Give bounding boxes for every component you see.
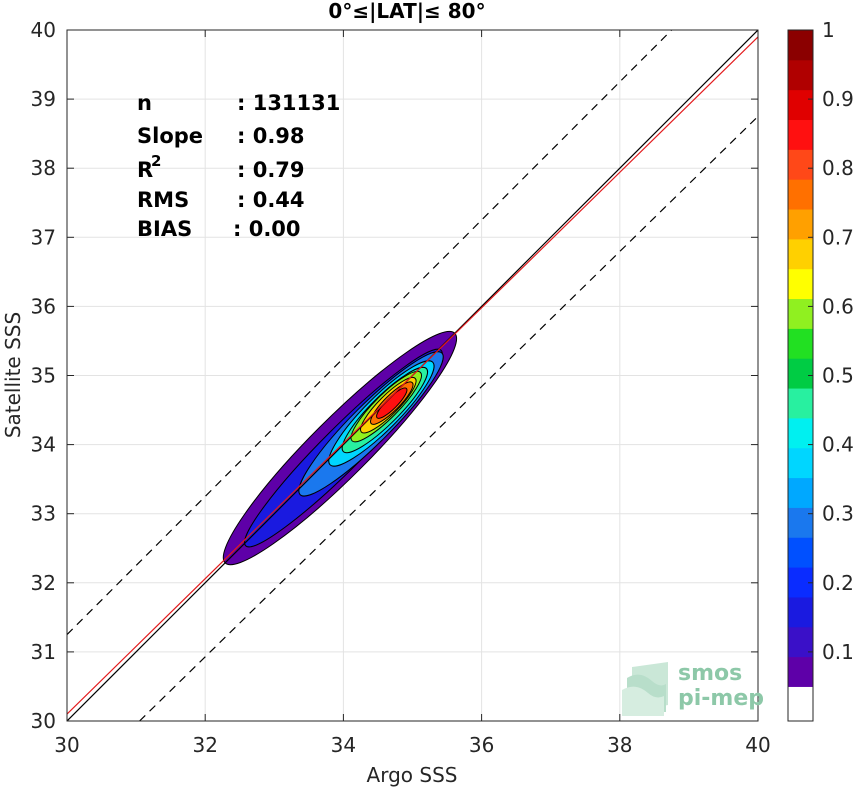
stats-annotation: n : 131131 Slope : 0.98 R2 : 0.79 RMS : 0.44 BIA… bbox=[137, 91, 340, 241]
y-tick-label: 38 bbox=[31, 156, 56, 180]
y-tick-label: 35 bbox=[31, 364, 56, 388]
y-tick-label: 34 bbox=[31, 433, 56, 457]
colorbar-step bbox=[788, 298, 813, 329]
colorbar-step bbox=[788, 447, 813, 479]
stat-superscript: 2 bbox=[151, 152, 161, 170]
x-tick-label: 32 bbox=[192, 733, 217, 757]
colorbar-step bbox=[788, 89, 813, 121]
colorbar-step bbox=[788, 537, 813, 568]
colorbar-step bbox=[788, 119, 813, 150]
colorbar-tick-label: 0.1 bbox=[822, 640, 854, 664]
grid bbox=[66, 29, 759, 722]
stat-value: : 131131 bbox=[237, 91, 340, 115]
stat-label: RMS bbox=[137, 188, 189, 212]
stat-value: : 0.44 bbox=[237, 188, 305, 212]
colorbar-step bbox=[788, 358, 813, 389]
colorbar-ticks: 0.1 0.2 0.3 0.4 0.5 0.6 0.7 0.8 0.9 1 bbox=[808, 18, 854, 664]
colorbar-step bbox=[788, 59, 813, 91]
y-tick-label: 32 bbox=[31, 571, 56, 595]
colorbar-tick-label: 0.4 bbox=[822, 433, 854, 457]
x-tick-label: 30 bbox=[54, 733, 79, 757]
colorbar-step bbox=[788, 209, 813, 240]
colorbar: 0.1 0.2 0.3 0.4 0.5 0.6 0.7 0.8 0.9 1 bbox=[787, 18, 854, 722]
colorbar-step bbox=[788, 656, 813, 687]
x-tick-label: 36 bbox=[469, 733, 494, 757]
colorbar-step bbox=[788, 388, 813, 419]
y-tick-label: 36 bbox=[31, 294, 56, 318]
lower-bound-line bbox=[139, 115, 758, 721]
colorbar-step bbox=[788, 477, 813, 508]
colorbar-tick-label: 0.5 bbox=[822, 364, 854, 388]
colorbar-tick-label: 1 bbox=[822, 18, 835, 42]
colorbar-tick-label: 0.3 bbox=[822, 502, 854, 526]
stat-value: : 0.00 bbox=[233, 217, 301, 241]
y-axis: 30 31 32 33 34 35 36 37 38 39 40 bbox=[31, 18, 758, 733]
y-tick-label: 37 bbox=[31, 225, 56, 249]
upper-bound-line bbox=[67, 30, 673, 636]
logo-line-2: pi-mep bbox=[678, 686, 764, 711]
y-tick-label: 39 bbox=[31, 87, 56, 111]
x-axis-label: Argo SSS bbox=[367, 763, 458, 787]
y-tick-label: 33 bbox=[31, 502, 56, 526]
colorbar-step bbox=[788, 567, 813, 598]
colorbar-step bbox=[788, 507, 813, 538]
stat-label: n bbox=[137, 91, 152, 115]
colorbar-step bbox=[788, 149, 813, 180]
colorbar-step bbox=[788, 30, 813, 61]
x-tick-label: 34 bbox=[331, 733, 356, 757]
colorbar-step bbox=[788, 268, 813, 300]
colorbar-tick-label: 0.7 bbox=[822, 225, 854, 249]
colorbar-step bbox=[788, 238, 813, 270]
stat-value: : 0.79 bbox=[237, 158, 305, 182]
colorbar-step bbox=[788, 626, 813, 658]
y-tick-label: 40 bbox=[31, 18, 56, 42]
colorbar-step bbox=[788, 686, 813, 722]
colorbar-tick-label: 0.9 bbox=[822, 87, 854, 111]
y-axis-label: Satellite SSS bbox=[1, 312, 25, 438]
logo-line-1: smos bbox=[678, 661, 742, 686]
stat-value: : 0.98 bbox=[237, 124, 305, 148]
colorbar-tick-label: 0.2 bbox=[822, 571, 854, 595]
x-tick-label: 40 bbox=[745, 733, 770, 757]
y-tick-label: 31 bbox=[31, 640, 56, 664]
stat-label: Slope bbox=[137, 124, 203, 148]
colorbar-step bbox=[788, 179, 813, 210]
logo-mark-icon bbox=[622, 662, 668, 716]
x-axis: 30 32 34 36 38 40 bbox=[54, 30, 771, 757]
regression-line bbox=[67, 36, 758, 715]
colorbar-tick-label: 0.8 bbox=[822, 156, 854, 180]
stat-label: BIAS bbox=[137, 217, 192, 241]
x-tick-label: 38 bbox=[607, 733, 632, 757]
y-tick-label: 30 bbox=[31, 709, 56, 733]
colorbar-step bbox=[788, 328, 813, 359]
colorbar-tick-label: 0.6 bbox=[822, 294, 854, 318]
colorbar-step bbox=[788, 596, 813, 628]
stat-label: R bbox=[137, 158, 153, 182]
reference-lines bbox=[67, 30, 758, 721]
colorbar-step bbox=[788, 417, 813, 449]
chart-title: 0°≤|LAT|≤ 80° bbox=[328, 0, 485, 23]
smos-pi-mep-logo: smos pi-mep bbox=[622, 661, 764, 716]
